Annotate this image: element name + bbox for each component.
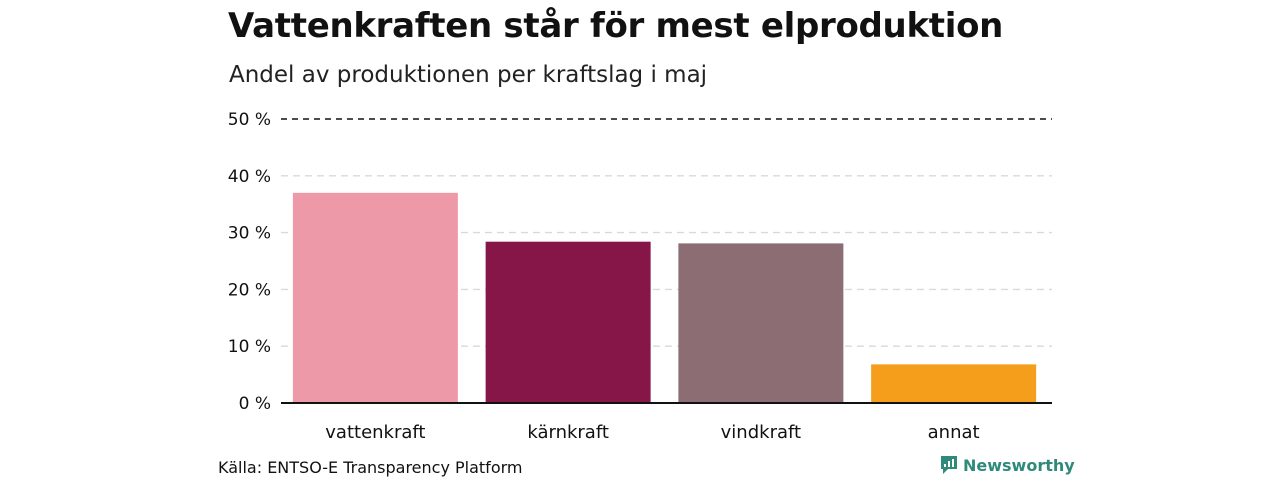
gridlines [281,118,1052,347]
y-tick-label: 40 % [228,167,271,187]
y-axis-ticks: 0 % 10 % 20 % 30 % 40 % 50 % [228,110,271,414]
brand-name: Newsworthy [963,455,1075,475]
newsworthy-icon [941,456,957,474]
x-label-vindkraft: vindkraft [721,422,801,443]
y-tick-label: 0 % [239,394,271,414]
x-axis-labels: vattenkraft kärnkraft vindkraft annat [325,422,979,443]
y-tick-label: 20 % [228,280,271,300]
bar-annat [871,364,1037,403]
x-label-annat: annat [928,422,980,443]
bar-kärnkraft [485,241,651,403]
y-tick-label: 50 % [228,110,271,130]
x-label-vattenkraft: vattenkraft [325,422,425,443]
newsworthy-logo: Newsworthy [940,455,1075,475]
y-tick-label: 10 % [228,337,271,357]
x-label-kärnkraft: kärnkraft [527,422,609,443]
chart-subtitle: Andel av produktionen per kraftslag i ma… [229,62,708,88]
bars [292,192,1037,403]
y-tick-label: 30 % [228,224,271,244]
bar-chart: 0 % 10 % 20 % 30 % 40 % 50 % vattenkraft kärnk… [228,110,1052,443]
chart-title: Vattenkraften står för mest elproduktion [228,6,1004,46]
source-note: Källa: ENTSO-E Transparency Platform [218,458,523,477]
bar-vattenkraft [292,192,458,403]
bar-vindkraft [678,243,844,403]
